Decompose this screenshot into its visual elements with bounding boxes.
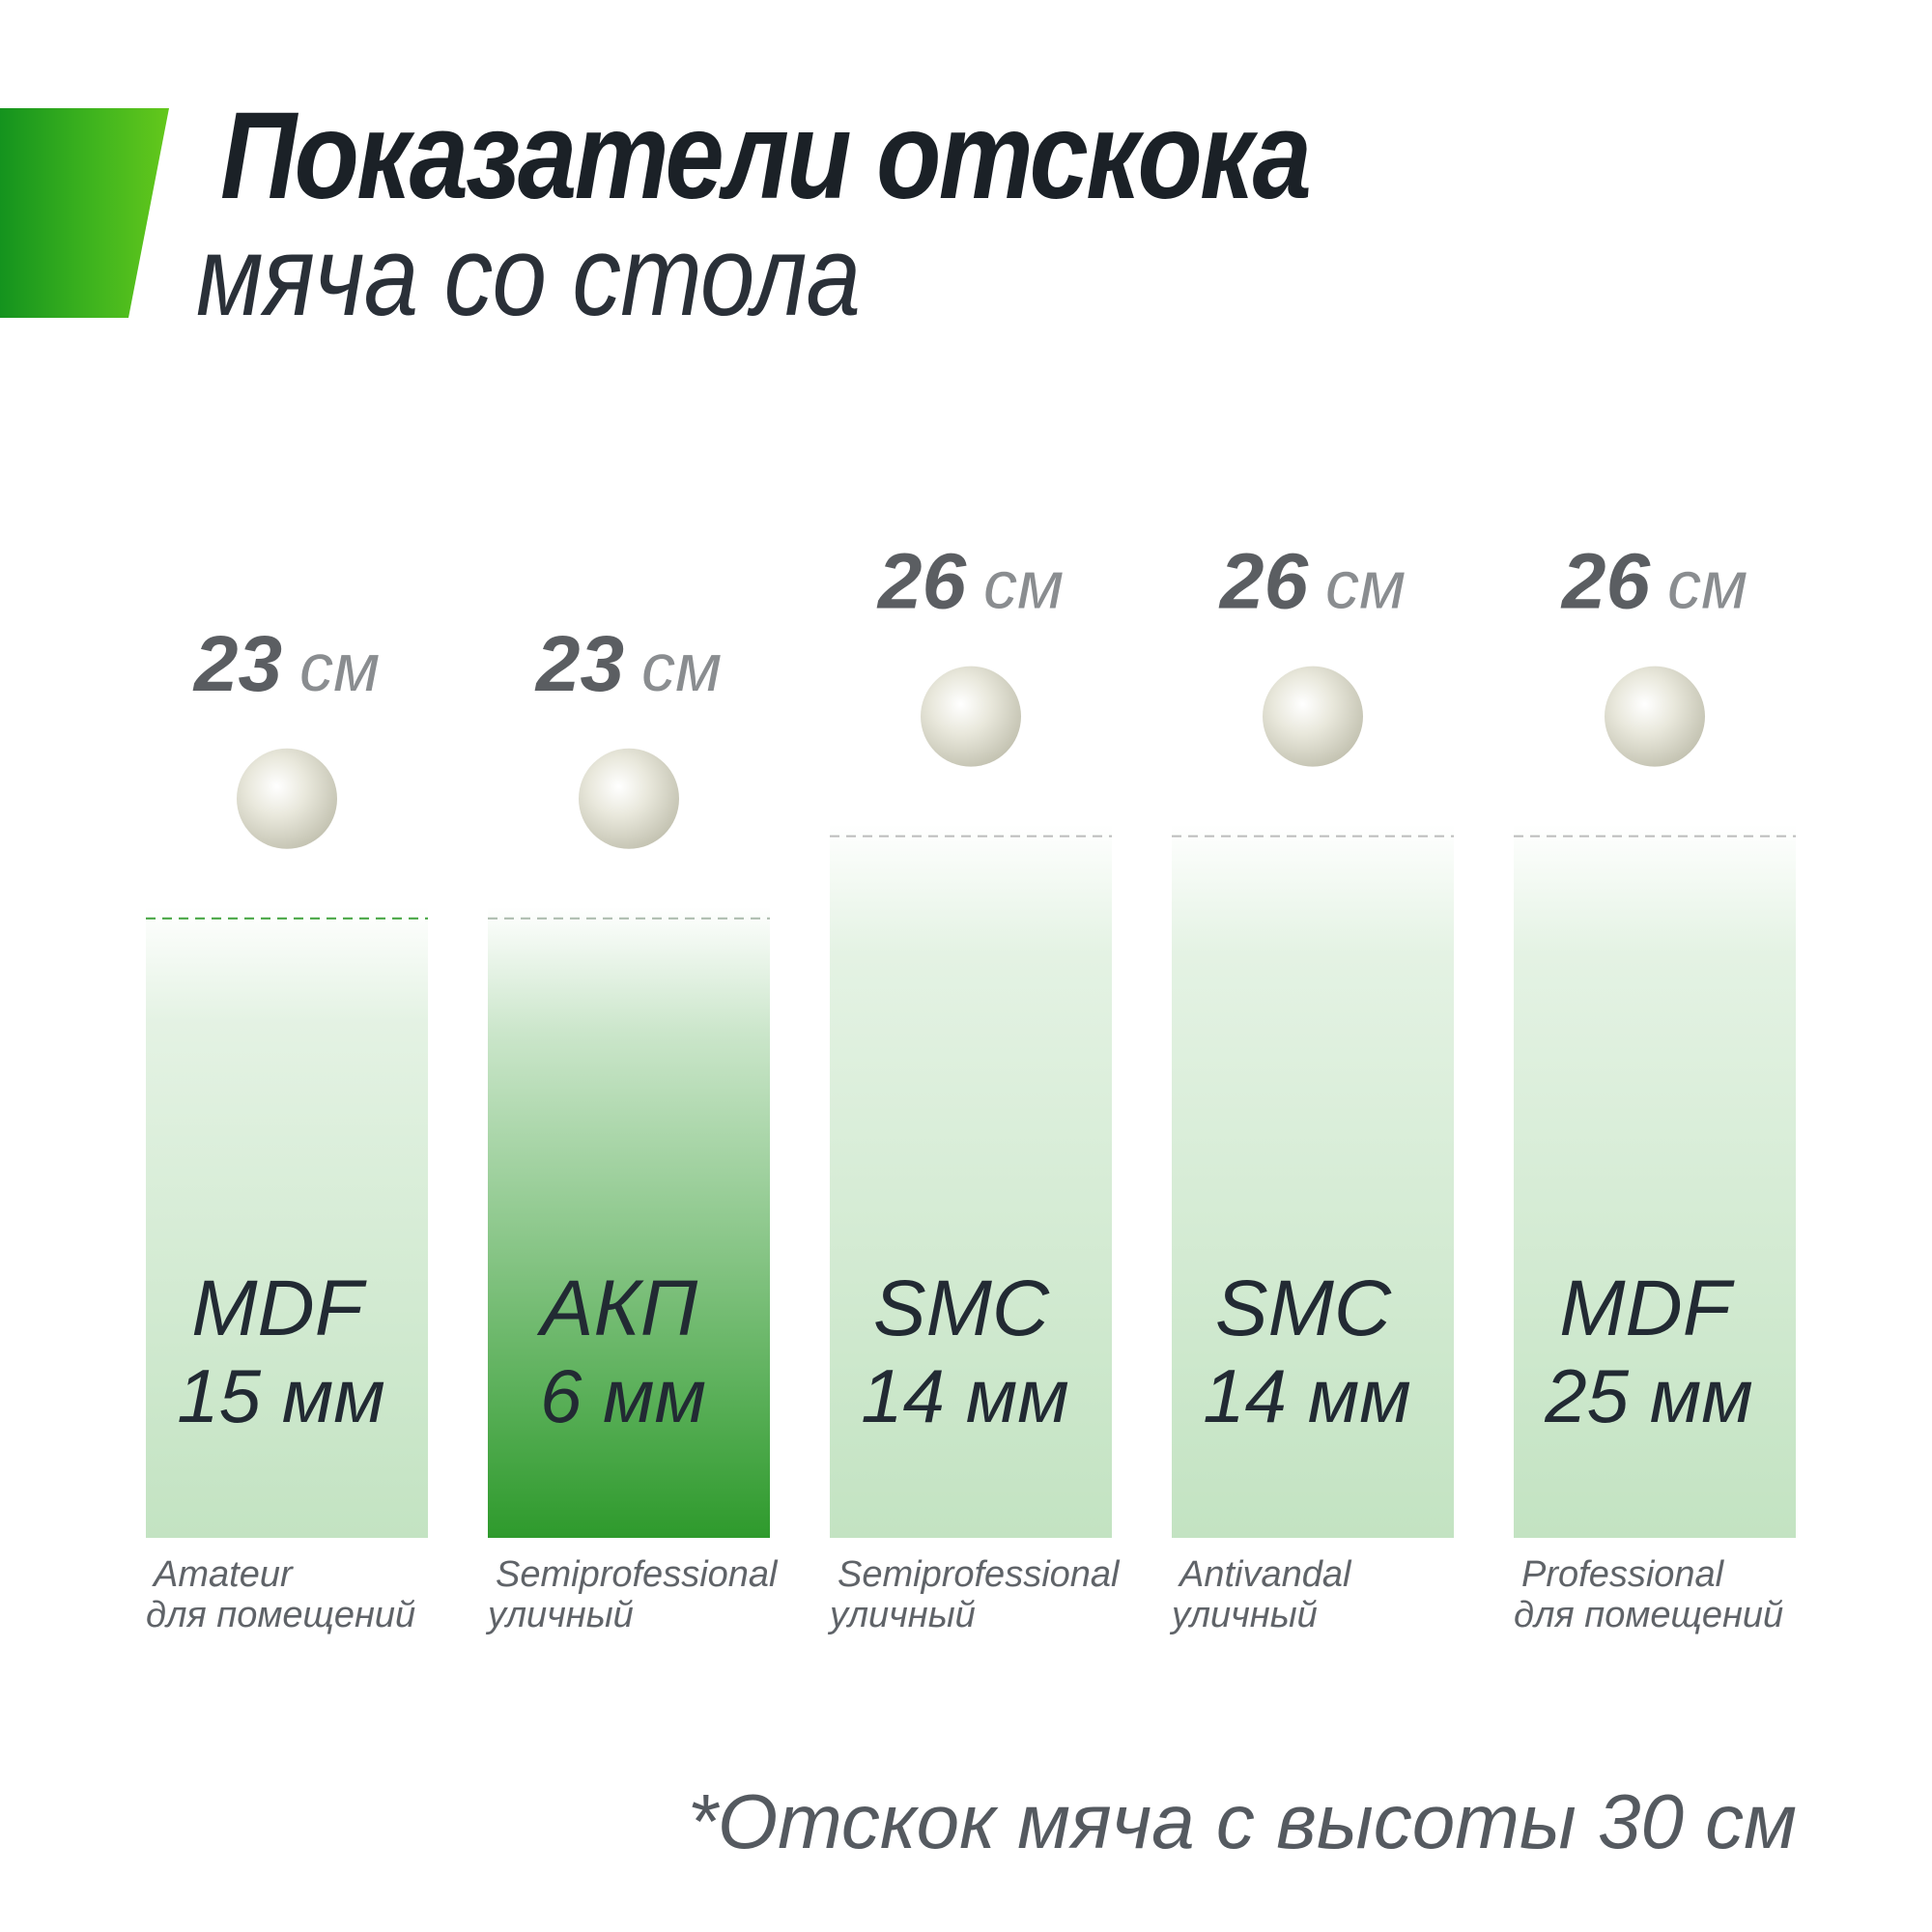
bar (488, 906, 770, 1538)
value-unit: см (1325, 548, 1406, 623)
bar-usage-label: уличный (485, 1595, 634, 1635)
bar-thickness-label: 25 мм (1544, 1353, 1752, 1438)
bar-class-label: Antivandal (1178, 1554, 1352, 1595)
bar-usage-label: уличный (827, 1595, 976, 1635)
value-unit: см (983, 548, 1064, 623)
value-unit: см (1667, 548, 1747, 623)
value-label: 23 см (534, 620, 722, 708)
bar-thickness-label: 15 мм (177, 1353, 384, 1438)
bar (146, 906, 428, 1538)
value-unit: см (641, 630, 722, 705)
value-unit: см (299, 630, 380, 705)
bar-class-label: Semiprofessional (496, 1554, 779, 1595)
bar-material-label: MDF (1559, 1264, 1735, 1352)
bar-thickness-label: 6 мм (540, 1353, 706, 1438)
bar-thickness-label: 14 мм (861, 1353, 1068, 1438)
bar-thickness-label: 14 мм (1203, 1353, 1410, 1438)
bar-class-label: Semiprofessional (838, 1554, 1121, 1595)
value-number: 23 (534, 620, 624, 708)
page-title: Показатели отскока (220, 87, 1312, 225)
value-number: 26 (876, 538, 968, 626)
bar-usage-label: уличный (1169, 1595, 1318, 1635)
bar-usage-label: для помещений (146, 1595, 415, 1635)
bar-class-label: Amateur (152, 1554, 294, 1595)
ball-icon (921, 666, 1021, 767)
bar-material-label: АКП (536, 1264, 698, 1352)
page-subtitle: мяча со стола (196, 213, 861, 340)
value-label: 26 см (1560, 538, 1747, 626)
value-number: 26 (1560, 538, 1652, 626)
ball-icon (1263, 666, 1363, 767)
bar-material-label: MDF (191, 1264, 367, 1352)
bar-class-label: Professional (1521, 1554, 1725, 1595)
value-label: 26 см (876, 538, 1064, 626)
ball-icon (237, 748, 337, 849)
bar-material-label: SMC (873, 1264, 1050, 1352)
bar (1514, 824, 1796, 1538)
ball-icon (1605, 666, 1705, 767)
value-label: 23 см (192, 620, 380, 708)
footnote: *Отскок мяча с высоты 30 см (687, 1778, 1797, 1864)
ball-icon (579, 748, 679, 849)
value-label: 26 см (1218, 538, 1406, 626)
bar-usage-label: для помещений (1514, 1595, 1783, 1635)
bar-material-label: SMC (1215, 1264, 1392, 1352)
value-number: 23 (192, 620, 282, 708)
bar (830, 824, 1112, 1538)
value-number: 26 (1218, 538, 1310, 626)
bar (1172, 824, 1454, 1538)
